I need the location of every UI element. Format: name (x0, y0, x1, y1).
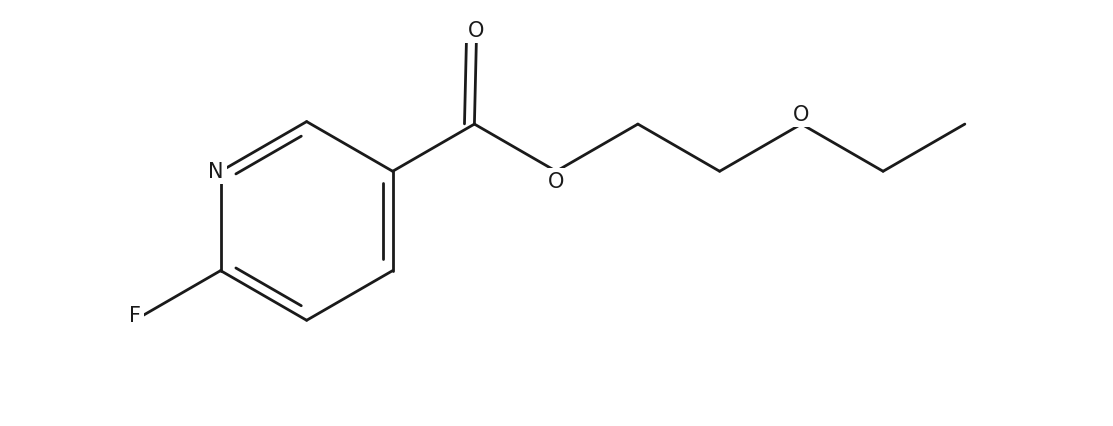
Text: F: F (129, 305, 141, 325)
Text: O: O (794, 105, 809, 125)
Text: O: O (548, 172, 564, 192)
Text: O: O (469, 20, 484, 40)
Text: N: N (208, 162, 224, 182)
